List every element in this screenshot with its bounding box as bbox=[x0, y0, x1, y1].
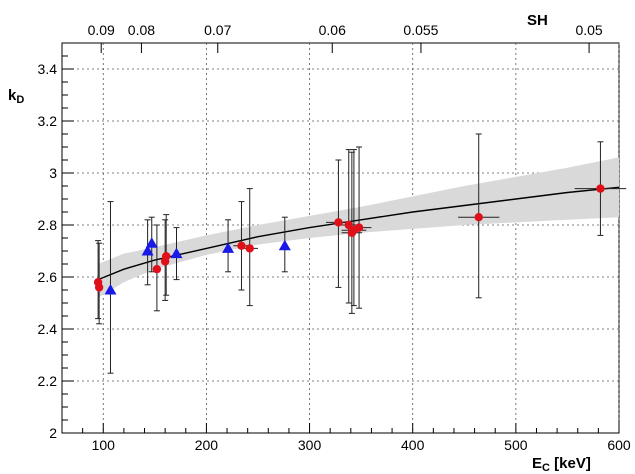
data-point-circle bbox=[245, 244, 254, 253]
y-axis-title: kD bbox=[8, 87, 24, 106]
data-point-triangle bbox=[145, 237, 158, 248]
top-tick-label: 0.06 bbox=[319, 22, 346, 38]
y-tick-label: 2.8 bbox=[38, 217, 58, 233]
data-point-circle bbox=[354, 223, 364, 232]
data-point-circle bbox=[334, 218, 343, 227]
y-tick-label: 3.4 bbox=[38, 61, 58, 77]
y-tick-label: 3 bbox=[49, 165, 57, 181]
x-axis: 100 200 300 400 500 600 bbox=[61, 423, 631, 453]
data-point-circle bbox=[152, 265, 162, 274]
y-axis-title-sub: D bbox=[16, 94, 24, 106]
top-tick-label: 0.055 bbox=[403, 22, 438, 38]
data-point-circle bbox=[237, 241, 246, 250]
data-markers bbox=[93, 184, 605, 295]
x-axis-title-sub: C bbox=[542, 462, 550, 474]
data-point-triangle bbox=[104, 284, 117, 295]
plot-frame bbox=[61, 42, 620, 434]
data-point-circle bbox=[474, 213, 483, 222]
y-axis-title-main: k bbox=[8, 87, 17, 104]
top-tick-label: 0.07 bbox=[204, 22, 231, 38]
grid bbox=[62, 43, 620, 433]
data-point-circle bbox=[344, 220, 353, 230]
top-tick-label: 0.05 bbox=[575, 22, 602, 38]
x-tick-label: 600 bbox=[607, 437, 631, 453]
x-tick-label: 500 bbox=[504, 437, 528, 453]
top-axis-title: SH bbox=[527, 12, 548, 29]
data-point-triangle bbox=[278, 239, 291, 251]
x-axis-title-unit: [keV] bbox=[550, 455, 591, 472]
x-tick-label: 100 bbox=[92, 437, 116, 453]
data-point-triangle bbox=[141, 245, 154, 256]
data-point-triangle bbox=[170, 247, 183, 259]
x-axis-title-main: E bbox=[532, 455, 542, 472]
x-tick-label: 400 bbox=[401, 437, 425, 453]
top-axis: 0.09 0.08 0.07 0.06 0.055 0.05 bbox=[88, 22, 603, 53]
y-tick-label: 2 bbox=[49, 425, 57, 441]
x-tick-label: 300 bbox=[298, 437, 322, 453]
data-point-circle bbox=[94, 283, 104, 292]
x-axis-title: EC [keV] bbox=[532, 455, 591, 474]
top-tick-label: 0.08 bbox=[128, 22, 155, 38]
y-axis: 2 2.2 2.4 2.6 2.8 3 3.2 3.4 bbox=[38, 42, 74, 441]
y-tick-label: 2.6 bbox=[38, 269, 58, 285]
data-point-circle bbox=[161, 252, 171, 261]
data-point-triangle bbox=[222, 242, 235, 253]
data-point-circle bbox=[596, 184, 605, 193]
x-tick-label: 200 bbox=[195, 437, 219, 453]
y-tick-label: 2.4 bbox=[38, 321, 58, 337]
top-tick-label: 0.09 bbox=[88, 22, 115, 38]
y-tick-label: 3.2 bbox=[38, 113, 58, 129]
y-tick-label: 2.2 bbox=[38, 373, 58, 389]
